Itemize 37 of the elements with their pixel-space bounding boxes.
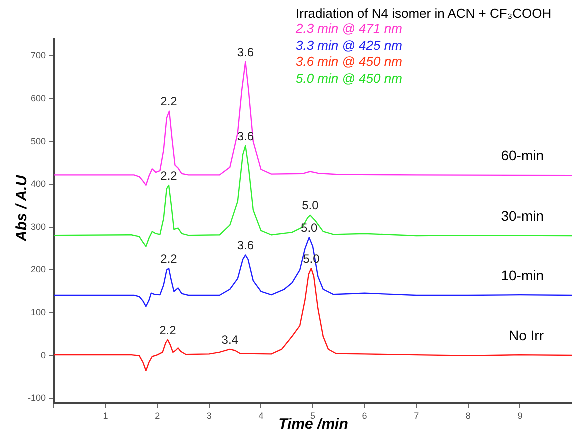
y-tick-label: 600: [30, 93, 46, 104]
annotation: 3.6: [237, 238, 254, 253]
y-tick-label: 500: [30, 136, 46, 146]
x-tick-label: 9: [518, 410, 523, 421]
x-tick-label: 5: [310, 410, 316, 421]
x-tick-label: 6: [362, 410, 368, 421]
y-tick-label: 700: [30, 50, 46, 61]
series-label: 30-min: [501, 208, 544, 224]
annotation: 5.0: [301, 221, 318, 236]
x-tick-label: 7: [414, 410, 420, 421]
chart-title: Irradiation of N4 isomer in ACN + CF₃COOH: [296, 6, 552, 21]
y-tick-label: -100: [28, 393, 46, 404]
annotation: 3.6 min @ 450 nm: [296, 54, 404, 70]
x-tick-label: 8: [466, 410, 471, 421]
x-tick-label: 2: [155, 410, 160, 421]
series-label: 60-min: [501, 147, 544, 164]
y-axis-title: Abs / A.U: [14, 174, 30, 244]
y-tick-label: 100: [30, 308, 46, 318]
annotation: 5.0: [302, 198, 320, 213]
annotation: 3.3 min @ 425 nm: [296, 38, 404, 54]
annotation: 2.2: [160, 168, 178, 183]
y-tick-label: 0: [40, 350, 46, 360]
annotation: 2.2: [160, 323, 177, 338]
annotation: 2.2: [160, 252, 178, 266]
series-label: 10-min: [501, 267, 544, 284]
annotation: 5.0 min @ 450 nm: [296, 70, 404, 87]
series-label: No Irr: [509, 327, 544, 344]
annotation: 2.2: [160, 94, 178, 109]
annotation: 3.4: [222, 332, 239, 347]
annotation: 3.6: [237, 45, 254, 60]
y-tick-label: 200: [30, 264, 46, 275]
x-tick-label: 3: [206, 410, 212, 421]
x-tick-label: 4: [258, 410, 264, 421]
text: 2.3 min @ 471 nm: [296, 21, 404, 38]
x-tick-label: 1: [103, 410, 108, 421]
y-tick-label: 400: [30, 179, 46, 190]
y-tick-label: 300: [30, 222, 46, 232]
